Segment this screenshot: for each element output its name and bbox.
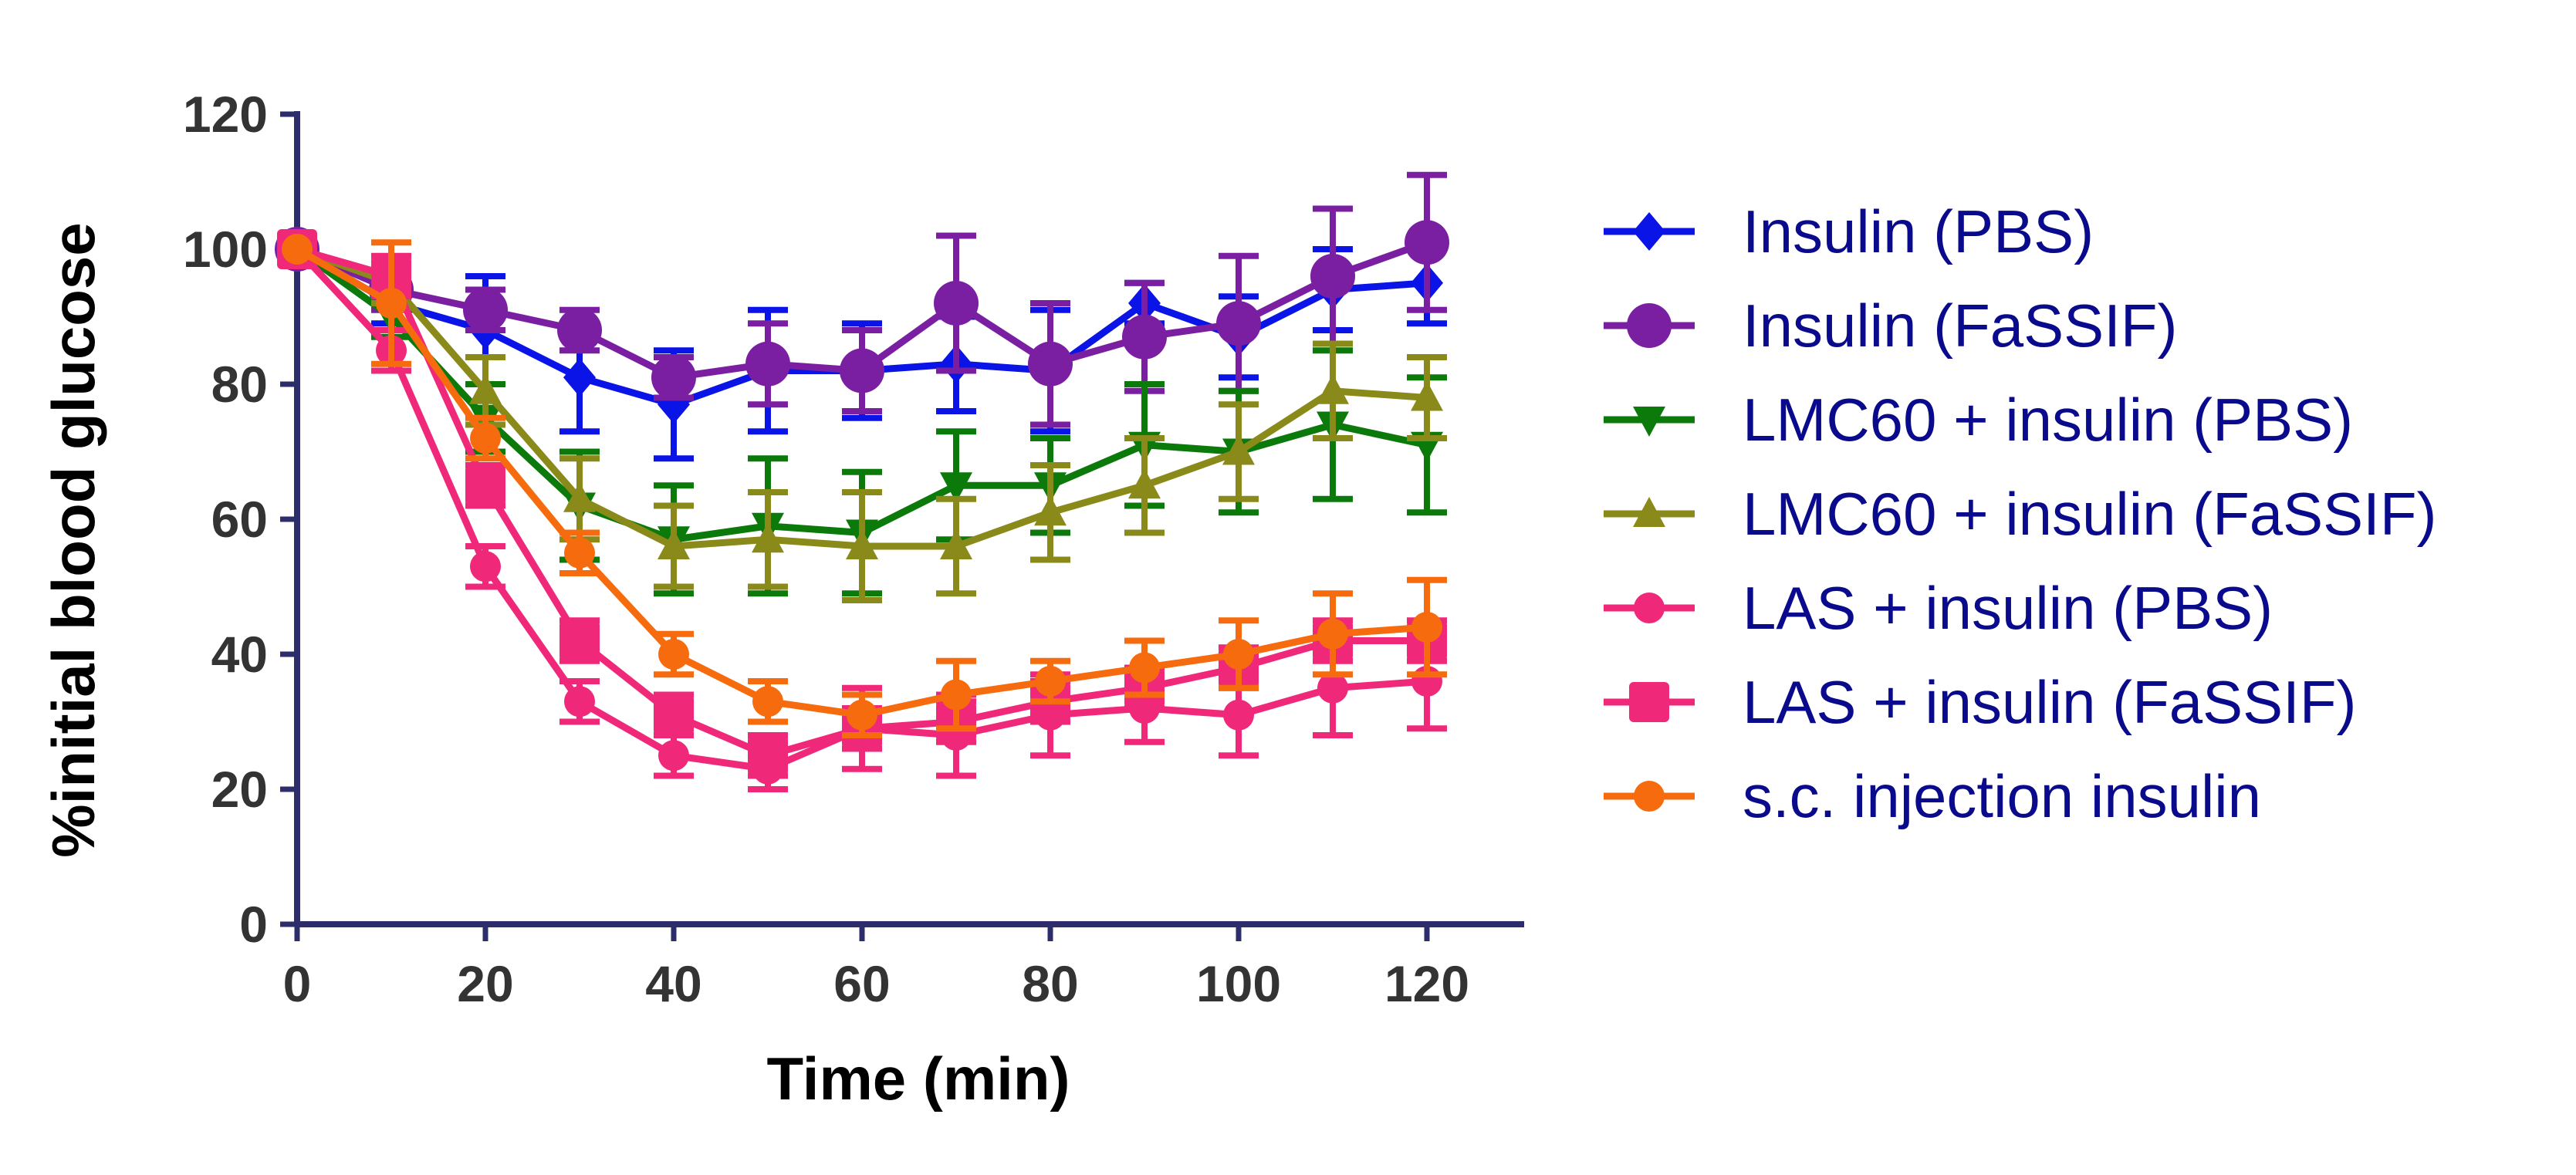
data-point [1034,495,1067,526]
data-point [745,341,790,387]
data-point [1317,373,1349,404]
series-layer [275,171,1449,792]
y-tick-label-0: 0 [239,896,268,953]
data-point [651,355,696,400]
data-point [658,639,689,670]
y-axis-title: %initial blood glucose [39,222,107,857]
data-point [847,699,877,731]
series-7 [282,234,1447,738]
y-tick-label-60: 60 [211,491,268,548]
legend-swatch-marker [1627,303,1672,348]
x-axis-title: Time (min) [767,1045,1070,1113]
legend-label: LMC60 + insulin (PBS) [1743,386,2353,454]
legend-swatch-marker [1629,682,1669,722]
data-point [1405,220,1449,265]
data-point [376,288,407,319]
legend-item-1: Insulin (PBS) [1604,198,2094,265]
legend-swatch-marker [1633,407,1665,437]
legend-swatch-marker [1633,212,1665,251]
data-point [1216,301,1261,346]
data-point [1317,618,1348,650]
data-point [1310,254,1355,299]
data-point [465,465,505,506]
legend-item-5: LAS + insulin (PBS) [1604,574,2273,642]
x-tick-label-120: 120 [1384,955,1469,1012]
legend-item-6: LAS + insulin (FaSSIF) [1604,668,2356,736]
y-tick-label-80: 80 [211,356,268,413]
x-tick-label-80: 80 [1022,955,1078,1012]
data-point [654,694,694,735]
x-tick-label-0: 0 [283,955,312,1012]
data-point [1128,468,1161,499]
y-tick-label-40: 40 [211,626,268,683]
x-tick-label-60: 60 [833,955,890,1012]
y-tick-label-120: 120 [183,86,268,143]
data-point [846,529,878,559]
data-point [941,679,972,711]
data-point [1411,380,1443,411]
data-point [748,735,788,776]
data-point [1129,652,1160,684]
data-point [934,281,979,326]
data-point [1035,666,1066,697]
series-4 [281,232,1447,603]
data-point [752,686,783,717]
legend-item-2: Insulin (FaSSIF) [1604,292,2177,360]
legend-swatch-marker [1633,497,1665,527]
data-point [1122,314,1167,360]
legend-item-3: LMC60 + insulin (PBS) [1604,386,2353,454]
legend-item-7: s.c. injection insulin [1604,762,2261,830]
data-point [940,529,972,559]
legend-label: Insulin (PBS) [1743,198,2094,265]
data-point [1223,699,1254,731]
data-point [840,348,884,393]
data-point [559,620,600,661]
data-point [564,686,595,717]
data-point [282,234,313,265]
legend-label: LMC60 + insulin (FaSSIF) [1743,480,2436,548]
x-tick-label-100: 100 [1196,955,1281,1012]
data-point [470,551,501,582]
data-point [1222,434,1255,465]
legend: Insulin (PBS) Insulin (FaSSIF) LMC60 + ins… [1604,198,2436,830]
data-point [463,287,508,333]
legend-item-4: LMC60 + insulin (FaSSIF) [1604,480,2436,548]
data-point [658,740,689,772]
data-point [563,358,596,397]
data-point [1411,612,1442,643]
legend-swatch-marker [1634,593,1665,623]
legend-swatch-marker [1634,781,1665,812]
legend-label: s.c. injection insulin [1743,762,2261,830]
data-point [1223,639,1254,670]
legend-label: LAS + insulin (PBS) [1743,574,2273,642]
data-point [563,481,596,512]
data-point [1317,672,1348,704]
data-point [470,423,501,454]
x-tick-label-40: 40 [645,955,701,1012]
y-tick-label-20: 20 [211,761,268,818]
data-point [940,472,972,503]
y-tick-label-100: 100 [183,221,268,278]
data-point [1028,341,1073,387]
data-point [557,308,602,353]
data-point [752,522,784,553]
x-tick-label-20: 20 [457,955,513,1012]
legend-label: Insulin (FaSSIF) [1743,292,2177,360]
data-point [469,373,502,404]
data-point [658,529,690,559]
legend-label: LAS + insulin (FaSSIF) [1743,668,2356,736]
data-point [564,537,595,569]
